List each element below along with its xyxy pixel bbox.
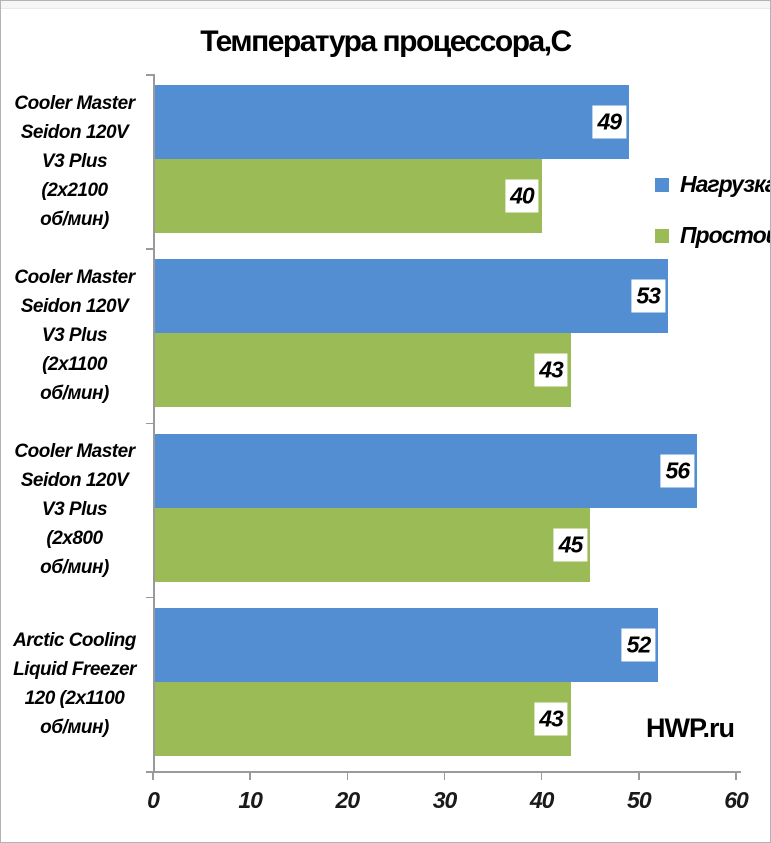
bar-idle — [153, 681, 571, 756]
value-label: 56 — [660, 454, 695, 487]
x-tick-label: 0 — [147, 787, 160, 813]
value-label: 53 — [631, 279, 665, 313]
x-tick-label: 40 — [529, 787, 555, 813]
category-label: Cooler Master Seidon 120V V3 Plus (2x1100 об… — [14, 266, 135, 404]
x-axis-tick — [735, 771, 737, 780]
category-label: Cooler Master Seidon 120V V3 Plus (2x800 об/… — [14, 441, 135, 579]
x-axis-tick — [346, 771, 349, 780]
x-axis-tick — [443, 771, 446, 780]
legend-label-load: Нагрузка — [680, 171, 771, 197]
value-label: 43 — [534, 702, 568, 736]
legend-item-load: Нагрузка — [655, 171, 771, 198]
y-axis-tick — [146, 422, 154, 424]
bar-idle — [153, 507, 591, 582]
value-label: 45 — [553, 528, 588, 561]
y-axis-tick — [146, 596, 154, 599]
bar-load — [153, 433, 698, 508]
category-label: Cooler Master Seidon 120V V3 Plus (2x2100 об… — [14, 92, 135, 230]
y-axis-tick — [146, 248, 154, 250]
legend-label-idle: Простой — [680, 222, 771, 248]
x-axis-tick — [249, 771, 251, 780]
bar-idle — [153, 159, 542, 233]
bar-load — [153, 85, 630, 159]
x-tick-label: 10 — [238, 787, 263, 813]
x-tick-label: 30 — [432, 787, 458, 813]
value-label: 52 — [621, 628, 656, 662]
x-tick-label: 20 — [335, 787, 361, 813]
x-tick-label: 50 — [627, 787, 652, 813]
x-tick-label: 60 — [724, 787, 749, 813]
value-label: 40 — [505, 179, 539, 213]
bar-load — [153, 607, 659, 682]
watermark: HWP.ru — [646, 713, 735, 743]
x-axis-line — [146, 771, 741, 773]
y-axis-tick — [146, 74, 154, 76]
load-swatch-icon — [655, 177, 669, 192]
x-axis-tick — [540, 771, 543, 780]
idle-swatch-icon — [655, 228, 669, 243]
x-axis-tick — [638, 771, 640, 780]
legend: Нагрузка Простой — [655, 171, 771, 273]
category-label: Arctic Cooling Liquid Freezer 120 (2x1100 о… — [13, 629, 136, 738]
bar-load — [153, 259, 668, 334]
value-label: 43 — [534, 353, 568, 387]
bar-idle — [153, 333, 571, 408]
value-label: 49 — [592, 105, 627, 139]
legend-item-idle: Простой — [655, 222, 771, 249]
top-strip — [1, 1, 770, 9]
x-axis-tick — [152, 771, 154, 780]
chart-title: Температура процессора,C — [200, 25, 572, 58]
